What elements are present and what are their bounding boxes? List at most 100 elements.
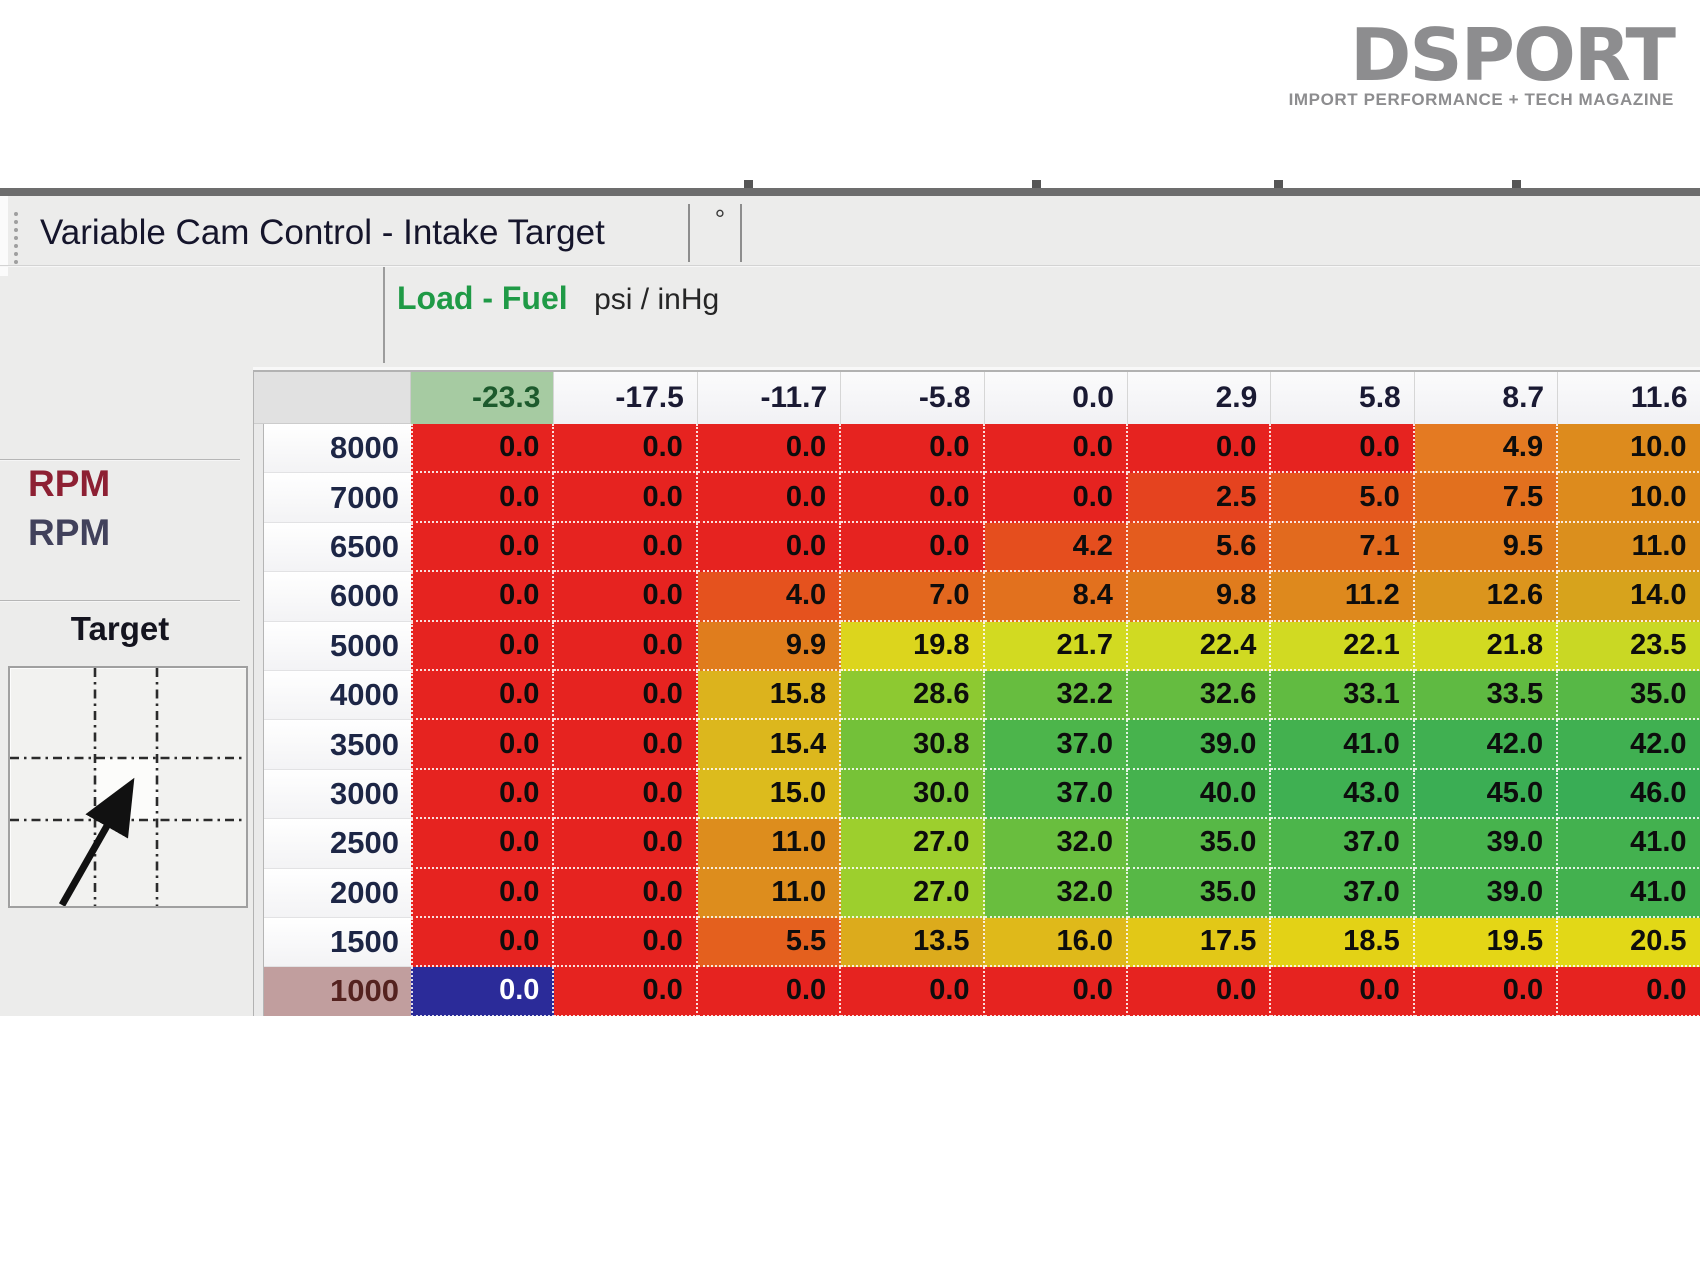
col-header[interactable]: -11.7 (697, 372, 842, 424)
col-header[interactable]: 0.0 (984, 372, 1128, 424)
table-cell[interactable]: 11.0 (1558, 522, 1700, 573)
table-cell[interactable]: 30.0 (841, 769, 985, 820)
table-cell[interactable]: 0.0 (1414, 967, 1559, 1016)
table-cell[interactable]: 45.0 (1414, 769, 1559, 820)
table-cell[interactable]: 11.0 (697, 868, 842, 918)
table-cell[interactable]: 13.5 (841, 917, 985, 968)
table-cell[interactable]: 0.0 (411, 720, 555, 770)
table-cell[interactable]: 27.0 (841, 819, 985, 869)
table-cell[interactable]: 0.0 (411, 917, 555, 968)
row-header[interactable]: 5000 (264, 621, 411, 671)
table-cell[interactable]: 20.5 (1558, 917, 1700, 968)
table-cell[interactable]: 0.0 (554, 670, 698, 721)
table-cell[interactable]: 0.0 (554, 967, 698, 1016)
table-cell[interactable]: 0.0 (697, 473, 842, 523)
table-cell[interactable]: 33.5 (1414, 670, 1559, 721)
table-cell[interactable]: 33.1 (1271, 670, 1415, 721)
table-cell[interactable]: 4.2 (984, 522, 1128, 573)
row-header[interactable]: 2000 (264, 868, 411, 918)
table-cell[interactable]: 39.0 (1414, 868, 1559, 918)
table-cell[interactable]: 0.0 (1271, 424, 1415, 474)
table-cell[interactable]: 0.0 (841, 522, 985, 573)
table-cell[interactable]: 10.0 (1558, 473, 1700, 523)
table-cell[interactable]: 0.0 (554, 868, 698, 918)
row-header[interactable]: 3500 (264, 720, 411, 770)
col-header[interactable]: 5.8 (1271, 372, 1415, 424)
row-header[interactable]: 7000 (264, 473, 411, 523)
table-cell[interactable]: 0.0 (697, 522, 842, 573)
table-cell[interactable]: 0.0 (1127, 967, 1272, 1016)
table-cell[interactable]: 0.0 (554, 720, 698, 770)
table-cell[interactable]: 28.6 (841, 670, 985, 721)
table-cell[interactable]: 0.0 (554, 522, 698, 573)
table-cell[interactable]: 0.0 (697, 967, 842, 1016)
table-cell[interactable]: 19.8 (841, 621, 985, 671)
table-cell[interactable]: 15.4 (697, 720, 842, 770)
table-cell[interactable]: 0.0 (554, 473, 698, 523)
col-header[interactable]: -17.5 (554, 372, 698, 424)
table-cell[interactable]: 16.0 (984, 917, 1128, 968)
table-cell[interactable]: 0.0 (841, 967, 985, 1016)
table-cell[interactable]: 41.0 (1271, 720, 1415, 770)
table-cell[interactable]: 22.1 (1271, 621, 1415, 671)
row-header[interactable]: 4000 (264, 670, 411, 721)
table-cell[interactable]: 0.0 (984, 473, 1128, 523)
table-cell[interactable]: 0.0 (1271, 967, 1415, 1016)
row-header[interactable]: 6000 (264, 572, 411, 622)
table-cell[interactable]: 43.0 (1271, 769, 1415, 820)
table-cell[interactable]: 9.9 (697, 621, 842, 671)
table-cell[interactable]: 37.0 (1271, 868, 1415, 918)
drag-grip-icon[interactable] (14, 212, 18, 264)
table-cell[interactable]: 0.0 (1127, 424, 1272, 474)
table-cell[interactable]: 39.0 (1127, 720, 1272, 770)
table-cell[interactable]: 39.0 (1414, 819, 1559, 869)
table-cell[interactable]: 4.0 (697, 572, 842, 622)
table-cell[interactable]: 32.6 (1127, 670, 1272, 721)
table-cell[interactable]: 0.0 (554, 424, 698, 474)
table-cell[interactable]: 0.0 (554, 572, 698, 622)
table-cell[interactable]: 40.0 (1127, 769, 1272, 820)
table-cell[interactable]: 9.5 (1414, 522, 1559, 573)
row-header[interactable]: 8000 (264, 424, 411, 474)
row-header[interactable]: 1000 (264, 967, 411, 1016)
table-cell[interactable]: 0.0 (411, 670, 555, 721)
table-cell[interactable]: 35.0 (1127, 819, 1272, 869)
row-header[interactable]: 3000 (264, 769, 411, 820)
table-cell[interactable]: 0.0 (411, 424, 555, 474)
table-cell[interactable]: 32.2 (984, 670, 1128, 721)
table-cell[interactable]: 41.0 (1558, 819, 1700, 869)
col-header[interactable]: 11.6 (1558, 372, 1700, 424)
table-cell[interactable]: 15.8 (697, 670, 842, 721)
table-cell[interactable]: 5.0 (1271, 473, 1415, 523)
table-cell[interactable]: 11.2 (1271, 572, 1415, 622)
table-cell[interactable]: 32.0 (984, 868, 1128, 918)
table-cell[interactable]: 37.0 (984, 720, 1128, 770)
table-cell[interactable]: 30.8 (841, 720, 985, 770)
table-cell[interactable]: 46.0 (1558, 769, 1700, 820)
table-cell[interactable]: 0.0 (697, 424, 842, 474)
table-cell[interactable]: 5.6 (1127, 522, 1272, 573)
table-cell[interactable]: 10.0 (1558, 424, 1700, 474)
table-cell[interactable]: 0.0 (1558, 967, 1700, 1016)
table-cell[interactable]: 19.5 (1414, 917, 1559, 968)
table-cell[interactable]: 42.0 (1558, 720, 1700, 770)
table-cell[interactable]: 5.5 (697, 917, 842, 968)
table-cell[interactable]: 12.6 (1414, 572, 1559, 622)
table-cell[interactable]: 0.0 (554, 819, 698, 869)
table-cell[interactable]: 14.0 (1558, 572, 1700, 622)
table-cell[interactable]: 22.4 (1127, 621, 1272, 671)
table-cell[interactable]: 8.4 (984, 572, 1128, 622)
col-header[interactable]: -23.3 (411, 372, 555, 424)
table-cell[interactable]: 0.0 (411, 572, 555, 622)
table-cell[interactable]: 0.0 (984, 967, 1128, 1016)
table-cell[interactable]: 21.7 (984, 621, 1128, 671)
col-header[interactable]: 8.7 (1414, 372, 1559, 424)
table-cell[interactable]: 35.0 (1558, 670, 1700, 721)
table-cell[interactable]: 0.0 (841, 424, 985, 474)
table-cell[interactable]: 0.0 (411, 522, 555, 573)
table-cell[interactable]: 17.5 (1127, 917, 1272, 968)
table-cell[interactable]: 37.0 (1271, 819, 1415, 869)
table-cell[interactable]: 23.5 (1558, 621, 1700, 671)
table-cell[interactable]: 0.0 (841, 473, 985, 523)
table-cell[interactable]: 11.0 (697, 819, 842, 869)
